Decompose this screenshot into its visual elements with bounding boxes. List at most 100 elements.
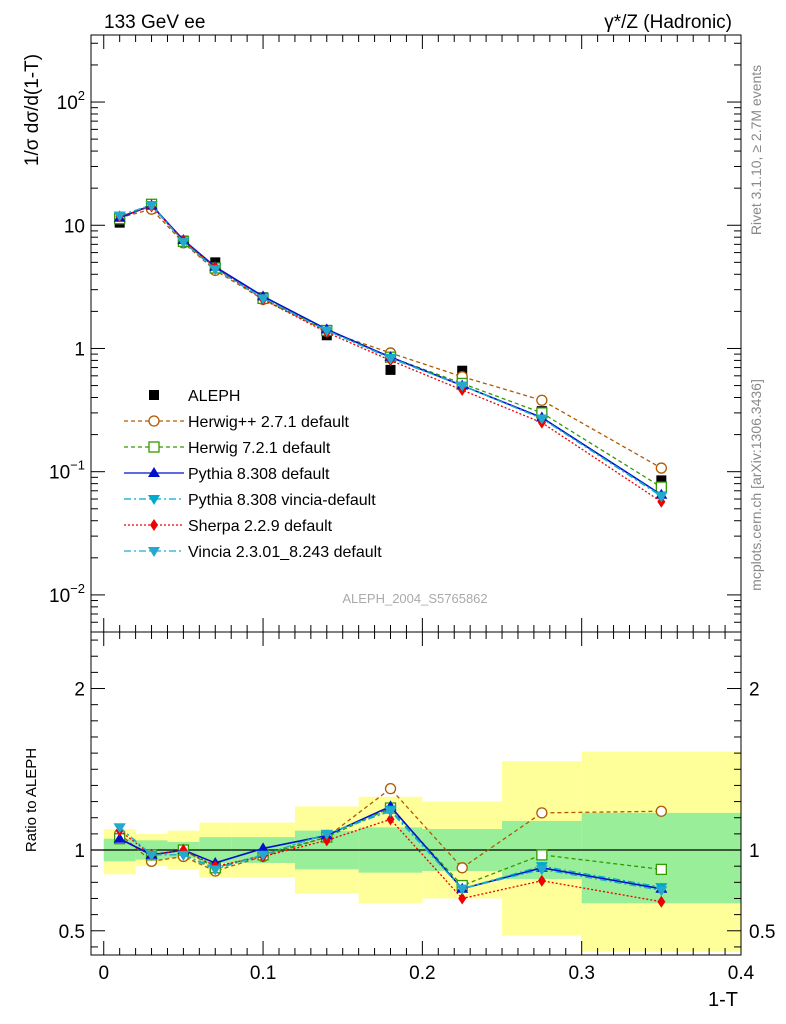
ratio-point-herwig-2-7-1-default bbox=[456, 862, 468, 874]
legend-label: Pythia 8.308 vincia-default bbox=[188, 492, 376, 509]
data-point-vincia-2-3-01-8-243-default bbox=[257, 294, 270, 305]
ratio-series-vincia-2-3-01-8-243-default bbox=[113, 807, 668, 897]
legend-label: Sherpa 2.2.9 default bbox=[188, 518, 333, 535]
data-point-vincia-2-3-01-8-243-default bbox=[320, 326, 333, 337]
series-line-herwig-2-7-1-default bbox=[119, 208, 662, 469]
legend-marker bbox=[148, 495, 160, 505]
legend-marker bbox=[150, 519, 158, 531]
ratio-point-vincia-2-3-01-8-243-default bbox=[113, 823, 126, 834]
legend-label: ALEPH bbox=[188, 388, 240, 405]
ratio-plot-area bbox=[113, 783, 668, 908]
legend-entry-sherpa-2-2-9-default: Sherpa 2.2.9 default bbox=[124, 518, 333, 535]
legend-label: Herwig 7.2.1 default bbox=[188, 440, 331, 457]
legend-marker bbox=[148, 547, 160, 557]
x-tick-label: 0 bbox=[98, 963, 109, 984]
x-tick-label: 0.3 bbox=[568, 963, 594, 984]
legend-entry-aleph: ALEPH bbox=[149, 388, 240, 405]
ratio-y-tick-label-right: 2 bbox=[749, 680, 760, 701]
legend: ALEPH Herwig++ 2.7.1 default Herwig 7.2.1 … bbox=[124, 388, 382, 561]
ratio-point-vincia-2-3-01-8-243-default bbox=[257, 850, 270, 861]
main-plot-area bbox=[113, 198, 668, 508]
ratio-point-vincia-2-3-01-8-243-default bbox=[145, 850, 158, 861]
ratio-point-sherpa-2-2-9-default bbox=[537, 874, 546, 887]
ratio-point-herwig-7-2-1-default bbox=[536, 849, 548, 861]
data-point-vincia-2-3-01-8-243-default bbox=[384, 354, 397, 365]
ratio-point-herwig-2-7-1-default bbox=[655, 805, 667, 817]
legend-marker bbox=[149, 390, 159, 400]
analysis-label: ALEPH_2004_S5765862 bbox=[342, 591, 487, 606]
ratio-line-vincia-2-3-01-8-243-default bbox=[119, 810, 662, 892]
ratio-y-tick-label-left: 1 bbox=[74, 841, 85, 862]
main-y-tick-label: 1 bbox=[74, 339, 85, 360]
main-y-tick-exponent: −2 bbox=[70, 581, 85, 596]
ratio-point-vincia-2-3-01-8-243-default bbox=[177, 850, 190, 861]
data-point-aleph bbox=[656, 475, 667, 486]
main-y-tick-exponent: 2 bbox=[78, 88, 85, 103]
x-axis-label: 1-T bbox=[708, 989, 738, 1011]
ratio-x-ticks: 0 0.1 0.2 0.3 0.4 bbox=[98, 632, 755, 984]
data-point-vincia-2-3-01-8-243-default bbox=[145, 201, 158, 212]
ratio-y-ticks: 0.5 0.5 1 1 2 2 bbox=[59, 639, 775, 948]
x-tick-label: 0.2 bbox=[409, 963, 435, 984]
ratio-point-vincia-2-3-01-8-243-default bbox=[535, 865, 548, 876]
legend-marker bbox=[148, 415, 160, 427]
ratio-point-pythia-8-308-default bbox=[257, 842, 270, 853]
rivet-version-label: Rivet 3.1.10, ≥ 2.7M events bbox=[748, 65, 764, 235]
data-point-herwig-2-7-1-default bbox=[536, 394, 548, 406]
legend-marker bbox=[148, 467, 160, 477]
ratio-point-vincia-2-3-01-8-243-default bbox=[384, 807, 397, 818]
ratio-panel: 0.5 0.5 1 1 2 2 0 0.1 0.2 0.3 0.4 bbox=[59, 631, 775, 984]
legend-marker bbox=[148, 441, 160, 453]
legend-entry-pythia-8-308-default: Pythia 8.308 default bbox=[124, 466, 330, 483]
ratio-y-tick-label-right: 0.5 bbox=[749, 922, 775, 943]
legend-entry-herwig-2-7-1-default: Herwig++ 2.7.1 default bbox=[124, 414, 350, 431]
data-point-vincia-2-3-01-8-243-default bbox=[456, 381, 469, 392]
source-label: mcplots.cern.ch [arXiv:1306.3436] bbox=[748, 379, 764, 591]
ratio-point-sherpa-2-2-9-default bbox=[322, 834, 331, 847]
series-vincia-2-3-01-8-243-default bbox=[113, 201, 668, 503]
data-point-herwig-2-7-1-default bbox=[655, 462, 667, 474]
ratio-point-sherpa-2-2-9-default bbox=[458, 892, 467, 905]
legend-entry-pythia-8-308-vincia-default: Pythia 8.308 vincia-default bbox=[124, 492, 376, 509]
ratio-line-sherpa-2-2-9-default bbox=[119, 818, 662, 903]
ratio-line-herwig-2-7-1-default bbox=[119, 787, 662, 872]
ratio-y-axis-label: Ratio to ALEPH bbox=[23, 748, 40, 852]
ratio-point-herwig-2-7-1-default bbox=[384, 783, 397, 795]
ratio-y-tick-label-left: 2 bbox=[74, 680, 85, 701]
data-point-vincia-2-3-01-8-243-default bbox=[209, 265, 222, 276]
ratio-point-sherpa-2-2-9-default bbox=[657, 895, 666, 908]
header-left: 133 GeV ee bbox=[104, 12, 205, 33]
series-line-sherpa-2-2-9-default bbox=[119, 205, 662, 503]
ratio-point-herwig-2-7-1-default bbox=[536, 807, 548, 819]
series-line-vincia-2-3-01-8-243-default bbox=[119, 204, 662, 497]
ratio-point-vincia-2-3-01-8-243-default bbox=[320, 829, 333, 840]
data-point-vincia-2-3-01-8-243-default bbox=[177, 238, 190, 249]
main-y-tick-exponent: −1 bbox=[70, 458, 85, 473]
data-point-vincia-2-3-01-8-243-default bbox=[535, 414, 548, 425]
legend-label: Pythia 8.308 default bbox=[188, 466, 330, 483]
x-tick-label: 0.1 bbox=[250, 963, 276, 984]
x-tick-label: 0.4 bbox=[728, 963, 755, 984]
data-point-vincia-2-3-01-8-243-default bbox=[655, 492, 668, 503]
data-point-aleph bbox=[457, 365, 468, 376]
ratio-point-vincia-2-3-01-8-243-default bbox=[655, 886, 668, 897]
ratio-point-vincia-2-3-01-8-243-default bbox=[209, 865, 222, 876]
header-right: γ*/Z (Hadronic) bbox=[604, 12, 732, 33]
legend-label: Vincia 2.3.01_8.243 default bbox=[188, 544, 382, 561]
ratio-line-pythia-8-308-vincia-default bbox=[119, 808, 662, 890]
ratio-point-sherpa-2-2-9-default bbox=[386, 813, 395, 826]
ratio-point-pythia-8-308-default bbox=[113, 832, 126, 843]
legend-entry-vincia-2-3-01-8-243-default: Vincia 2.3.01_8.243 default bbox=[124, 544, 382, 561]
legend-entry-herwig-7-2-1-default: Herwig 7.2.1 default bbox=[124, 440, 331, 457]
main-y-tick-label: 10 bbox=[64, 216, 85, 237]
main-y-axis-label: 1/σ dσ/d(1-T) bbox=[22, 54, 43, 166]
ratio-point-herwig-7-2-1-default bbox=[655, 863, 667, 876]
ratio-point-vincia-2-3-01-8-243-default bbox=[456, 884, 469, 895]
ratio-frame bbox=[90, 631, 742, 956]
ratio-y-tick-label-right: 1 bbox=[749, 841, 760, 862]
data-point-vincia-2-3-01-8-243-default bbox=[113, 211, 126, 222]
ratio-y-tick-label-left: 0.5 bbox=[59, 922, 85, 943]
